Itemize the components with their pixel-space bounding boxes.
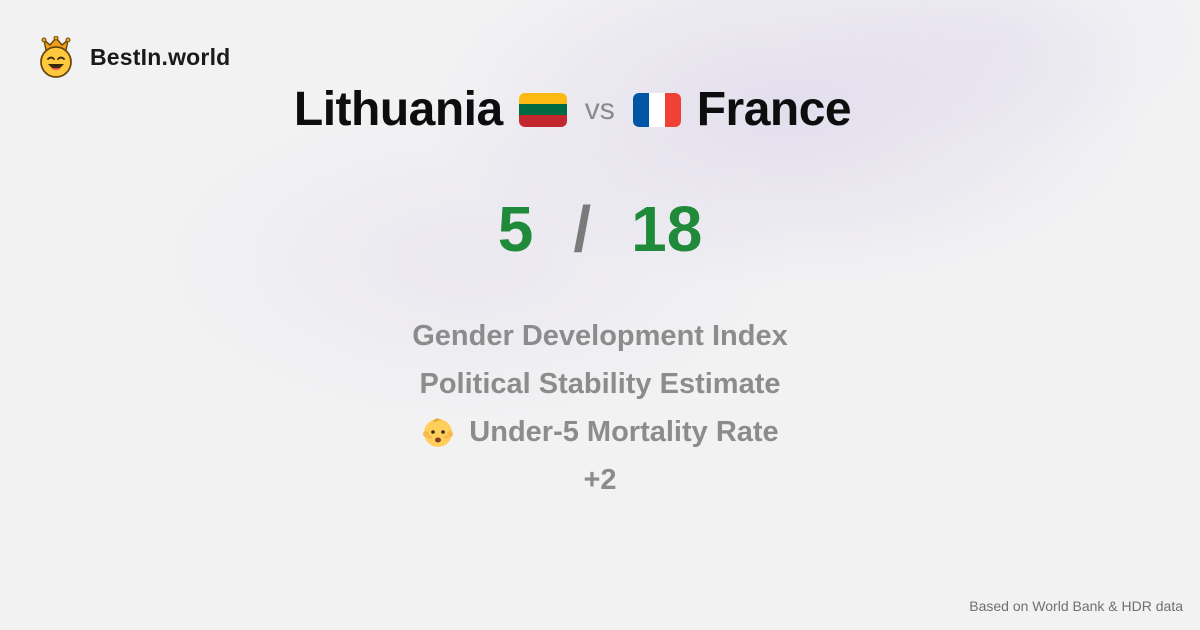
metric-item: Political Stability Estimate: [420, 360, 781, 408]
france-flag-icon: [632, 92, 681, 127]
brand-name: BestIn.world: [90, 43, 231, 70]
left-score: 5: [497, 193, 534, 265]
score-row: 5 / 18: [0, 192, 1200, 266]
metric-item: Gender Development Index: [412, 312, 788, 360]
data-source-note: Based on World Bank & HDR data: [969, 598, 1183, 614]
crowned-smiley-icon: [40, 36, 72, 78]
score-separator: /: [573, 193, 592, 265]
more-metrics-count[interactable]: +2: [583, 463, 617, 496]
baby-face-icon: [423, 418, 454, 447]
right-score: 18: [631, 193, 703, 265]
metric-label: Under-5 Mortality Rate: [469, 415, 779, 448]
comparison-title: Lithuania vs France: [0, 82, 1145, 137]
lithuania-flag-icon: [518, 92, 567, 127]
metric-label: Gender Development Index: [412, 319, 788, 352]
metric-list: Gender Development Index Political Stabi…: [0, 312, 1200, 504]
right-country[interactable]: France: [696, 83, 852, 136]
left-country[interactable]: Lithuania: [293, 83, 503, 136]
metric-label: Political Stability Estimate: [419, 367, 781, 400]
metric-item: Under-5 Mortality Rate: [421, 408, 779, 456]
brand[interactable]: BestIn.world: [38, 36, 230, 78]
vs-label: vs: [584, 92, 615, 126]
